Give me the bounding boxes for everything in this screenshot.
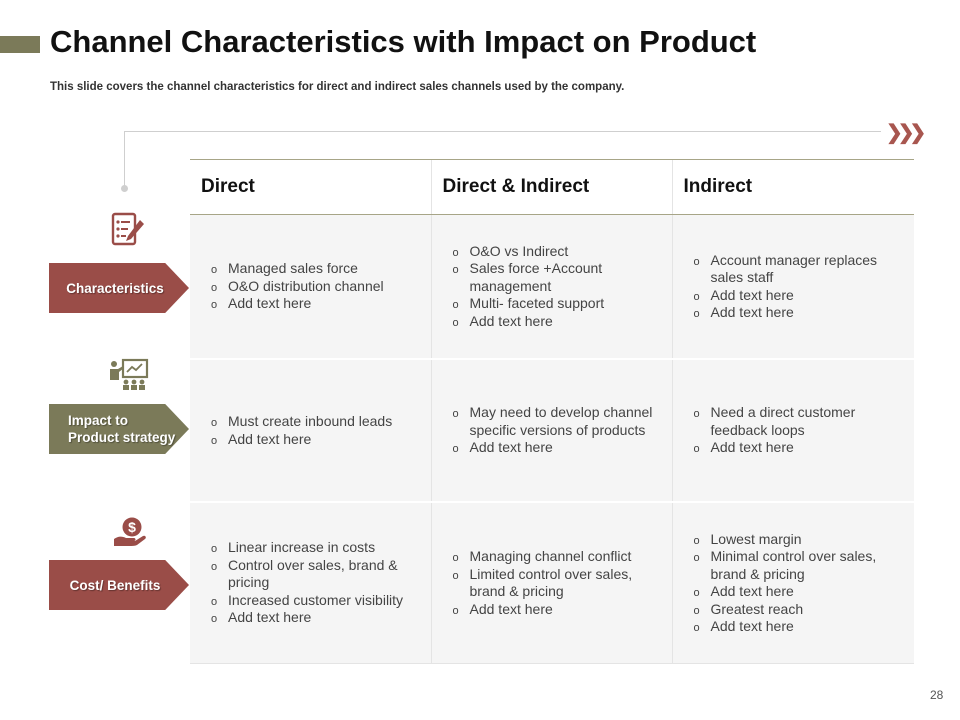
bullet-list: Lowest marginMinimal control over sales,… <box>683 531 901 637</box>
bullet-item: O&O vs Indirect <box>442 243 658 262</box>
presentation-audience-icon <box>110 358 149 390</box>
table-cell: Must create inbound leadsAdd text here <box>190 359 431 503</box>
connector-dot <box>121 185 128 192</box>
table-row: Linear increase in costsControl over sal… <box>190 502 914 664</box>
table-cell: Linear increase in costsControl over sal… <box>190 502 431 664</box>
bullet-item: Add text here <box>200 431 417 450</box>
decorative-connector-line <box>124 131 881 190</box>
table-row: Managed sales forceO&O distribution chan… <box>190 214 914 360</box>
table-cell: Managed sales forceO&O distribution chan… <box>190 214 431 360</box>
hand-dollar-icon: $ <box>114 517 146 546</box>
row-label-cost-benefits: Cost/ Benefits <box>49 560 189 610</box>
bullet-item: Minimal control over sales, brand & pric… <box>683 548 901 583</box>
bullet-item: Linear increase in costs <box>200 539 417 558</box>
table-cell: Managing channel conflictLimited control… <box>430 502 672 664</box>
column-header-direct-indirect: Direct & Indirect <box>430 159 672 215</box>
bullet-list: Managed sales forceO&O distribution chan… <box>200 260 417 314</box>
bullet-item: Managed sales force <box>200 260 417 279</box>
svg-text:$: $ <box>128 519 136 535</box>
bullet-item: Limited control over sales, brand & pric… <box>442 566 658 601</box>
checklist-pencil-icon <box>111 212 144 246</box>
bullet-item: Managing channel conflict <box>442 548 658 567</box>
bullet-list: Must create inbound leadsAdd text here <box>200 413 417 450</box>
row-label-characteristics: Characteristics <box>49 263 189 313</box>
column-header-indirect: Indirect <box>671 159 914 215</box>
bullet-item: Add text here <box>683 304 901 323</box>
table-cell: May need to develop channel specific ver… <box>430 359 672 503</box>
bullet-item: Add text here <box>683 287 901 306</box>
bullet-item: Account manager replaces sales staff <box>683 252 901 287</box>
bullet-item: Need a direct customer feedback loops <box>683 404 901 439</box>
table-header-row: Direct Direct & Indirect Indirect <box>190 159 914 215</box>
bullet-item: May need to develop channel specific ver… <box>442 404 658 439</box>
page-subtitle: This slide covers the channel characteri… <box>50 81 625 93</box>
bullet-item: Add text here <box>683 618 901 637</box>
bullet-item: Lowest margin <box>683 531 901 550</box>
bullet-item: Increased customer visibility <box>200 592 417 611</box>
bullet-item: Greatest reach <box>683 601 901 620</box>
bullet-item: Multi- faceted support <box>442 295 658 314</box>
bullet-item: Add text here <box>683 583 901 602</box>
page-number: 28 <box>930 688 944 702</box>
bullet-item: Add text here <box>200 609 417 628</box>
channel-table: Direct Direct & Indirect Indirect Manage… <box>190 159 914 664</box>
bullet-list: Need a direct customer feedback loopsAdd… <box>683 404 901 458</box>
column-header-direct: Direct <box>190 159 431 215</box>
row-label-impact-to-product-strategy: Impact to Product strategy <box>49 404 189 454</box>
table-cell: Need a direct customer feedback loopsAdd… <box>671 359 914 503</box>
table-cell: Lowest marginMinimal control over sales,… <box>671 502 914 664</box>
bullet-list: O&O vs IndirectSales force +Account mana… <box>442 243 658 332</box>
bullet-list: Linear increase in costsControl over sal… <box>200 539 417 628</box>
bullet-item: Control over sales, brand & pricing <box>200 557 417 592</box>
bullet-item: Add text here <box>442 313 658 332</box>
triple-chevron-right-icon: ❯❯❯ <box>886 122 926 144</box>
bullet-item: Must create inbound leads <box>200 413 417 432</box>
table-cell: O&O vs IndirectSales force +Account mana… <box>430 214 672 360</box>
bullet-item: Add text here <box>200 295 417 314</box>
page-title: Channel Characteristics with Impact on P… <box>50 24 757 59</box>
bullet-item: O&O distribution channel <box>200 278 417 297</box>
bullet-item: Sales force +Account management <box>442 260 658 295</box>
bullet-list: Managing channel conflictLimited control… <box>442 548 658 620</box>
bullet-list: Account manager replaces sales staffAdd … <box>683 252 901 323</box>
table-cell: Account manager replaces sales staffAdd … <box>671 214 914 360</box>
bullet-item: Add text here <box>442 601 658 620</box>
bullet-item: Add text here <box>442 439 658 458</box>
table-row: Must create inbound leadsAdd text here M… <box>190 359 914 503</box>
bullet-list: May need to develop channel specific ver… <box>442 404 658 458</box>
bullet-item: Add text here <box>683 439 901 458</box>
title-accent-bar <box>0 36 40 53</box>
